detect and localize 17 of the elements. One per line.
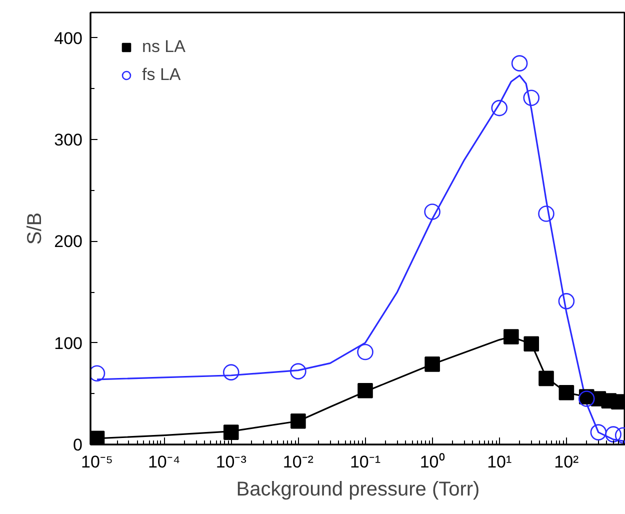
x-tick-label: 10⁻¹ [350, 452, 381, 472]
x-tick-label: 10⁻² [282, 452, 314, 472]
x-tick-label: 10² [554, 452, 580, 472]
x-tick-label: 10⁻³ [216, 452, 247, 472]
y-tick-label: 100 [54, 334, 83, 353]
x-axis-title: Background pressure (Torr) [236, 478, 480, 500]
y-tick-label: 200 [54, 232, 83, 252]
x-tick-label: 10⁻⁴ [148, 452, 180, 472]
legend-label: fs LA [142, 65, 181, 85]
legend-label: ns LA [142, 37, 186, 57]
x-tick-label: 10⁻⁵ [81, 452, 113, 472]
y-axis-title: S/B [24, 212, 46, 245]
y-tick-label: 0 [73, 436, 83, 454]
y-tick-label: 300 [54, 130, 83, 150]
x-tick-label: 10⁰ [420, 452, 445, 472]
y-tick-label: 400 [54, 28, 83, 48]
x-tick-label: 10¹ [487, 452, 512, 472]
